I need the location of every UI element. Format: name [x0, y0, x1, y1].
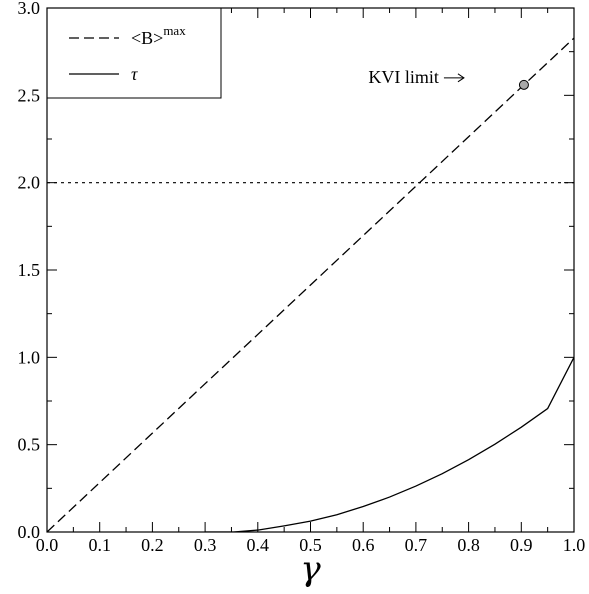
series-line-tau [205, 357, 574, 532]
annotation-arrow-head [457, 73, 465, 83]
x-tick-label: 0.7 [405, 535, 428, 555]
y-tick-label: 2.5 [18, 85, 41, 105]
legend-label: τ [131, 64, 138, 84]
y-tick-label: 1.0 [18, 347, 41, 367]
annotation-kvi-limit: KVI limit [368, 67, 439, 87]
x-tick-label: 0.9 [510, 535, 533, 555]
x-tick-label: 0.1 [88, 535, 111, 555]
series-line-b-max [47, 37, 574, 532]
y-tick-label: 0.0 [18, 522, 41, 542]
x-tick-label: 0.6 [352, 535, 375, 555]
x-tick-label: 0.8 [457, 535, 480, 555]
x-tick-label: 0.2 [141, 535, 164, 555]
x-tick-label: 1.0 [563, 535, 586, 555]
plot-frame [46, 7, 575, 533]
y-tick-label: 0.5 [18, 435, 41, 455]
y-tick-label: 1.5 [18, 260, 41, 280]
x-tick-label: 0.4 [247, 535, 270, 555]
x-tick-label: 0.3 [194, 535, 217, 555]
x-tick-label: 0.0 [36, 535, 59, 555]
x-tick-label: 0.5 [299, 535, 322, 555]
x-axis-label: γ [300, 549, 321, 589]
y-tick-label: 2.0 [18, 173, 41, 193]
legend-label-superscript: max [163, 23, 186, 38]
legend-box [46, 7, 222, 99]
annotation-marker [518, 79, 529, 90]
y-tick-label: 3.0 [18, 0, 41, 18]
plot-area: 0.0 0.1 0.2 0.3 0.4 0.5 0.6 0.7 0.8 0.9 1.0 0.0 0.5 1… [18, 0, 586, 589]
